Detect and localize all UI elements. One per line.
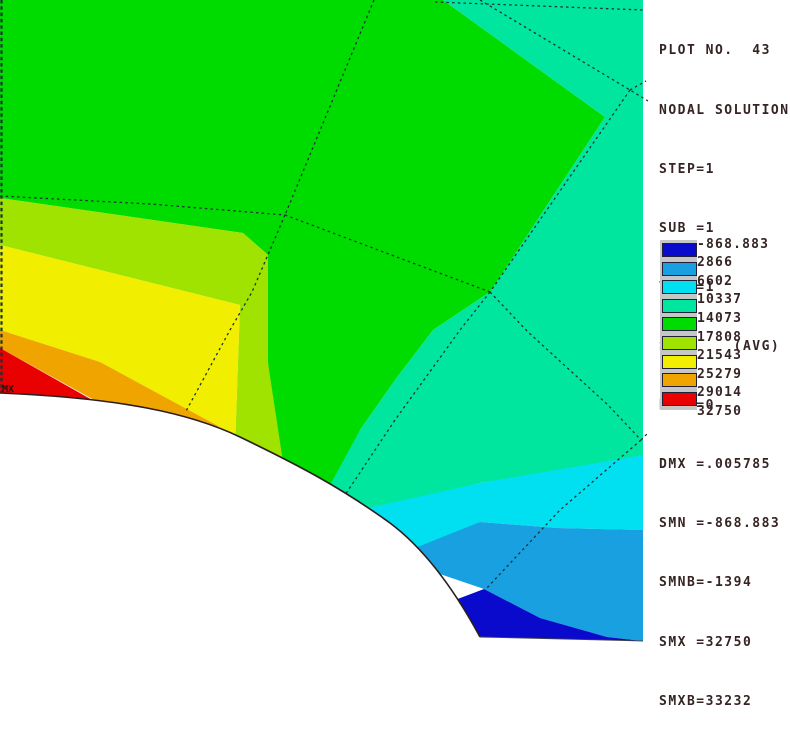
element-boundary-line	[344, 291, 491, 496]
contour-plot: MX	[0, 0, 649, 665]
info-line-smnb: SMNB=-1394	[659, 575, 753, 591]
contour-region-orange	[0, 330, 220, 427]
element-boundary-line	[284, 214, 491, 293]
material-bottom-edge	[479, 636, 644, 642]
info-line-time: TIME=1	[659, 279, 715, 295]
element-boundary-lines	[0, 0, 649, 591]
contour-region-spring-green	[330, 0, 643, 512]
contour-region-green	[0, 0, 605, 495]
element-boundary-line	[489, 291, 642, 441]
element-boundary-line	[184, 214, 286, 414]
element-boundary-line	[284, 0, 375, 216]
contour-region-blue	[410, 522, 643, 641]
contour-region-yellow-green	[0, 198, 285, 475]
contour-region-cyan	[368, 455, 643, 552]
contour-region-yellow	[0, 245, 240, 448]
element-boundary-line	[434, 1, 644, 11]
info-line-dmx: DMX =.005785	[659, 457, 771, 473]
info-line-smn: SMN =-868.883	[659, 516, 781, 532]
info-line-rsys: RSYS=0	[659, 398, 715, 414]
info-line-smxb: SMXB=33232	[659, 693, 753, 709]
element-boundary-line	[484, 439, 642, 591]
hole-region	[0, 393, 643, 665]
element-boundary-line	[479, 0, 649, 102]
info-line-title: NODAL SOLUTION	[659, 102, 790, 118]
info-line-sub: SUB =1	[659, 220, 715, 236]
info-line-quantity: SX (AVG)	[659, 338, 781, 354]
element-boundary-line	[640, 432, 649, 441]
info-line-step: STEP=1	[659, 161, 715, 177]
element-boundary-line	[489, 89, 631, 293]
info-line-plot-no: PLOT NO. 43	[659, 43, 771, 59]
max-stress-marker: MX	[2, 384, 14, 395]
hole-edge-line	[0, 392, 481, 638]
info-panel: PLOT NO. 43 NODAL SOLUTION STEP=1 SUB =1…	[659, 2, 790, 751]
ansys-graphics-window: MX PLOT NO. 43 NODAL SOLUTION STEP=1 SUB…	[0, 0, 788, 709]
info-line-smx: SMX =32750	[659, 634, 753, 650]
element-boundary-line	[0, 195, 286, 216]
